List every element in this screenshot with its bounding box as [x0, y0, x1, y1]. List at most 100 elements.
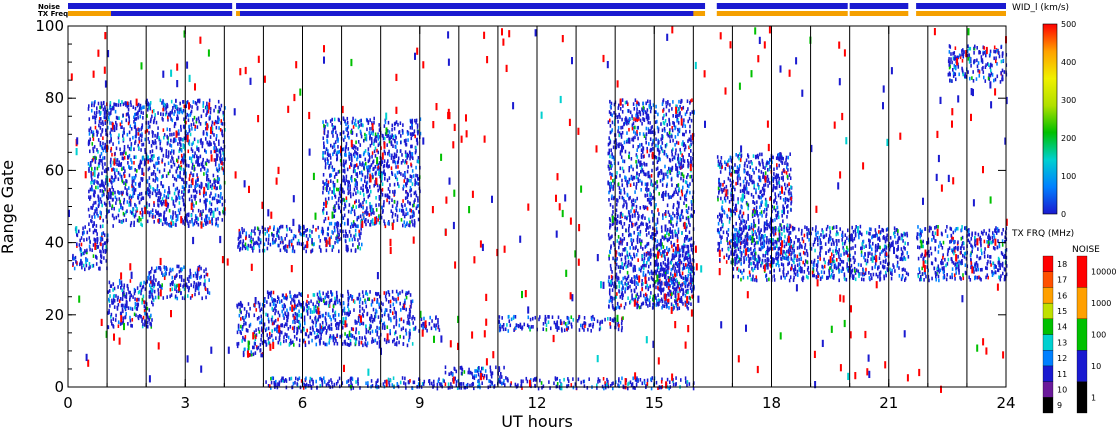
- scatter-cell: [222, 113, 225, 117]
- scatter-cell: [244, 347, 246, 352]
- scatter-cell: [192, 189, 195, 193]
- scatter-cell: [389, 329, 391, 333]
- scatter-cell: [689, 138, 692, 142]
- scatter-cell: [388, 176, 391, 180]
- scatter-cell: [218, 105, 220, 110]
- scatter-cell: [664, 119, 667, 123]
- scatter-cell: [621, 261, 623, 266]
- scatter-cell: [389, 317, 392, 321]
- scatter-cell: [111, 181, 113, 185]
- scatter-cell: [352, 204, 354, 209]
- scatter-cell: [273, 321, 275, 325]
- scatter-cell: [320, 336, 322, 340]
- scatter-cell: [247, 329, 249, 333]
- scatter-cell: [612, 196, 615, 201]
- scatter-cell: [309, 310, 312, 314]
- scatter-cell: [642, 264, 644, 268]
- scatter-cell: [410, 136, 413, 141]
- scatter-cell: [102, 148, 105, 153]
- scatter-cell: [183, 144, 185, 148]
- scatter-cell: [240, 310, 242, 315]
- scatter-cell: [108, 289, 111, 293]
- scatter-cell: [607, 151, 610, 156]
- scatter-cell: [142, 210, 144, 215]
- scatter-cell: [339, 132, 342, 136]
- scatter-cell: [162, 101, 165, 105]
- scatter-cell: [278, 243, 280, 248]
- scatter-cell: [398, 317, 401, 322]
- scatter-cell: [351, 297, 353, 301]
- scatter-cell: [169, 287, 172, 292]
- scatter-cell: [672, 307, 674, 312]
- scatter-cell: [343, 221, 346, 226]
- scatter-cell: [380, 178, 383, 183]
- scatter-cell: [380, 301, 382, 305]
- scatter-cell: [150, 288, 153, 293]
- scatter-cell: [332, 308, 334, 312]
- scatter-cell: [370, 303, 373, 307]
- scatter-cell: [340, 121, 342, 125]
- scatter-cell: [505, 376, 507, 380]
- scatter-cell: [109, 101, 112, 105]
- scatter-cell: [282, 307, 285, 311]
- scatter-cell: [323, 131, 326, 136]
- scatter-cell: [687, 139, 689, 143]
- scatter-cell: [244, 242, 247, 247]
- scatter-cell: [122, 156, 125, 161]
- scatter-cell: [351, 295, 354, 299]
- scatter-cell: [337, 117, 340, 122]
- scatter-cell: [288, 242, 290, 247]
- scatter-cell: [104, 105, 106, 109]
- scatter-cell: [188, 142, 191, 147]
- scatter-cell: [410, 299, 412, 304]
- scatter-cell: [213, 108, 215, 113]
- scatter-cell: [284, 304, 286, 309]
- scatter-cell: [308, 301, 310, 305]
- scatter-cell: [645, 302, 648, 306]
- scatter-cell: [394, 342, 396, 347]
- scatter-cell: [140, 288, 143, 292]
- scatter-cell: [214, 162, 217, 167]
- scatter-cell: [265, 312, 267, 317]
- scatter-cell: [166, 201, 168, 206]
- scatter-cell: [92, 137, 95, 141]
- scatter-cell: [140, 106, 143, 111]
- scatter-cell: [102, 218, 104, 223]
- scatter-cell: [623, 140, 626, 145]
- scatter-cell: [362, 314, 365, 318]
- scatter-cell: [127, 144, 129, 149]
- scatter-cell: [347, 147, 350, 151]
- scatter-cell: [160, 112, 162, 116]
- scatter-cell: [261, 225, 264, 230]
- scatter-cell: [325, 301, 328, 306]
- scatter-cell: [88, 195, 90, 200]
- scatter-cell: [257, 300, 260, 305]
- scatter-cell: [277, 234, 280, 239]
- scatter-cell: [395, 120, 398, 124]
- scatter-cell: [616, 221, 618, 226]
- scatter-cell: [344, 181, 346, 186]
- scatter-cell: [414, 178, 416, 183]
- scatter-cell: [335, 290, 338, 295]
- scatter-cell: [91, 167, 93, 171]
- scatter-cell: [123, 166, 125, 171]
- scatter-cell: [423, 316, 425, 321]
- scatter-cell: [219, 199, 221, 204]
- scatter-cell: [190, 147, 193, 151]
- scatter-cell: [121, 206, 124, 211]
- scatter-cell: [144, 319, 146, 324]
- scatter-cell: [356, 155, 359, 160]
- scatter-cell: [550, 326, 552, 331]
- scatter-cell: [679, 147, 681, 152]
- scatter-cell: [498, 366, 501, 370]
- scatter-cell: [129, 203, 132, 207]
- scatter-cell: [328, 163, 331, 168]
- scatter-cell: [291, 249, 294, 253]
- scatter-cell: [610, 185, 613, 189]
- scatter-cell: [366, 180, 369, 185]
- scatter-cell: [100, 145, 103, 149]
- scatter-cell: [406, 152, 409, 157]
- scatter-cell: [358, 336, 361, 340]
- scatter-cell: [677, 192, 679, 197]
- scatter-cell: [362, 343, 364, 348]
